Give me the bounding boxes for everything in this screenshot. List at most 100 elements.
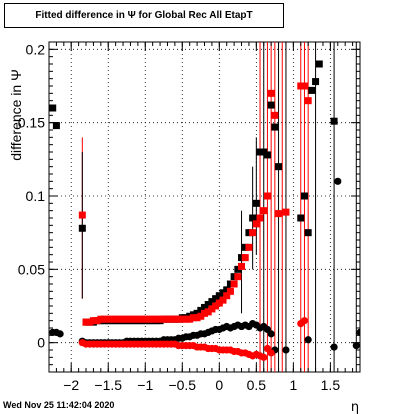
data-point-circle (304, 336, 312, 344)
data-point-square (297, 214, 305, 222)
data-point-square (86, 318, 94, 326)
data-point-square (119, 315, 127, 323)
data-point-square (134, 315, 142, 323)
data-point-square (212, 302, 220, 310)
y-tick-label: 0 (37, 335, 45, 351)
data-point-square (201, 303, 208, 311)
data-point-circle (267, 330, 275, 338)
x-tick-label: 1 (289, 377, 297, 393)
data-point-square (204, 301, 212, 309)
data-point-square (130, 315, 138, 323)
chart-title: Fitted difference in Ψ for Global Rec Al… (4, 3, 284, 28)
data-point-square (208, 305, 216, 313)
data-point-square (175, 315, 183, 323)
data-point-square (297, 82, 305, 90)
data-point-circle (330, 343, 338, 351)
data-point-square (126, 315, 134, 323)
data-point-square (308, 86, 316, 94)
y-axis-label: difference in Ψ (8, 69, 24, 161)
data-point-square (275, 210, 283, 218)
data-point-square (219, 289, 227, 297)
data-point-circle (267, 349, 275, 357)
data-point-square (267, 89, 275, 97)
data-point-circle (356, 328, 360, 336)
data-point-square (123, 315, 131, 323)
x-axis: −2 −1.5 −1 −0.5 0 0.5 1 1.5 (48, 42, 361, 393)
data-point-square (312, 78, 320, 86)
data-point-square (275, 163, 283, 171)
data-point-square (304, 229, 312, 237)
data-point-square (249, 214, 257, 222)
data-point-square (197, 306, 205, 314)
data-point-square (197, 312, 205, 320)
x-tick-label: −2 (63, 377, 79, 393)
x-tick-label: −1.5 (94, 377, 122, 393)
data-point-square (304, 97, 312, 105)
data-point-square (201, 309, 208, 317)
data-point-square (300, 192, 308, 200)
y-tick-label: 0.05 (18, 261, 45, 277)
data-point-square (245, 229, 253, 237)
data-point-square (93, 317, 101, 325)
data-point-square (245, 243, 253, 251)
data-point-square (160, 315, 168, 323)
data-point-square (260, 207, 268, 215)
data-point-square (141, 315, 149, 323)
data-point-square (204, 308, 212, 316)
data-point-square (78, 224, 86, 232)
data-point-square (271, 111, 279, 119)
x-tick-label: 0.5 (247, 377, 267, 393)
data-point-square (330, 117, 338, 125)
data-point-square (78, 211, 86, 219)
data-point-circle (300, 317, 309, 325)
data-point-square (156, 315, 164, 323)
error-bars (81, 42, 357, 372)
data-point-square (256, 214, 264, 222)
data-point-square (97, 315, 105, 323)
y-tick-label: 0.1 (26, 188, 46, 204)
data-point-square (252, 220, 260, 228)
data-point-square (193, 309, 201, 317)
data-point-square (234, 273, 242, 281)
data-point-square (152, 315, 160, 323)
data-point-square (300, 82, 308, 90)
data-point-square (271, 123, 279, 131)
data-point-square (182, 315, 190, 323)
data-point-square (163, 315, 171, 323)
data-point-square (112, 315, 120, 323)
data-point-square (263, 192, 271, 200)
date-stamp: Wed Nov 25 11:42:04 2020 (3, 400, 115, 410)
data-point-square (101, 315, 109, 323)
data-point-square (167, 315, 175, 323)
x-axis-label: η (351, 400, 359, 414)
data-point-square (241, 243, 249, 251)
data-point-square (226, 287, 234, 295)
data-point-circle (56, 330, 64, 338)
data-point-square (215, 299, 223, 307)
y-tick-label: 0.2 (26, 41, 46, 57)
y-tick-label: 0.15 (18, 115, 45, 131)
data-point-square (171, 315, 179, 323)
data-point-square (230, 280, 238, 288)
data-point-square (223, 286, 231, 294)
data-point-square (189, 314, 197, 322)
data-point-square (149, 315, 157, 323)
data-point-square (260, 148, 268, 156)
x-tick-label: 0 (215, 377, 223, 393)
data-point-square (215, 292, 223, 300)
data-point-square (249, 229, 257, 237)
data-point-square (226, 280, 234, 288)
data-point-square (89, 317, 97, 325)
data-point-square (193, 314, 201, 322)
data-point-square (82, 318, 90, 326)
data-point-square (267, 101, 275, 109)
x-tick-label: −0.5 (168, 377, 196, 393)
data-point-square (223, 292, 231, 300)
data-point-circle (282, 346, 290, 354)
data-point-square (256, 148, 264, 156)
data-point-circle (352, 342, 360, 350)
data-point-square (104, 315, 112, 323)
x-tick-label: −1 (137, 377, 153, 393)
data-point-square (138, 315, 146, 323)
